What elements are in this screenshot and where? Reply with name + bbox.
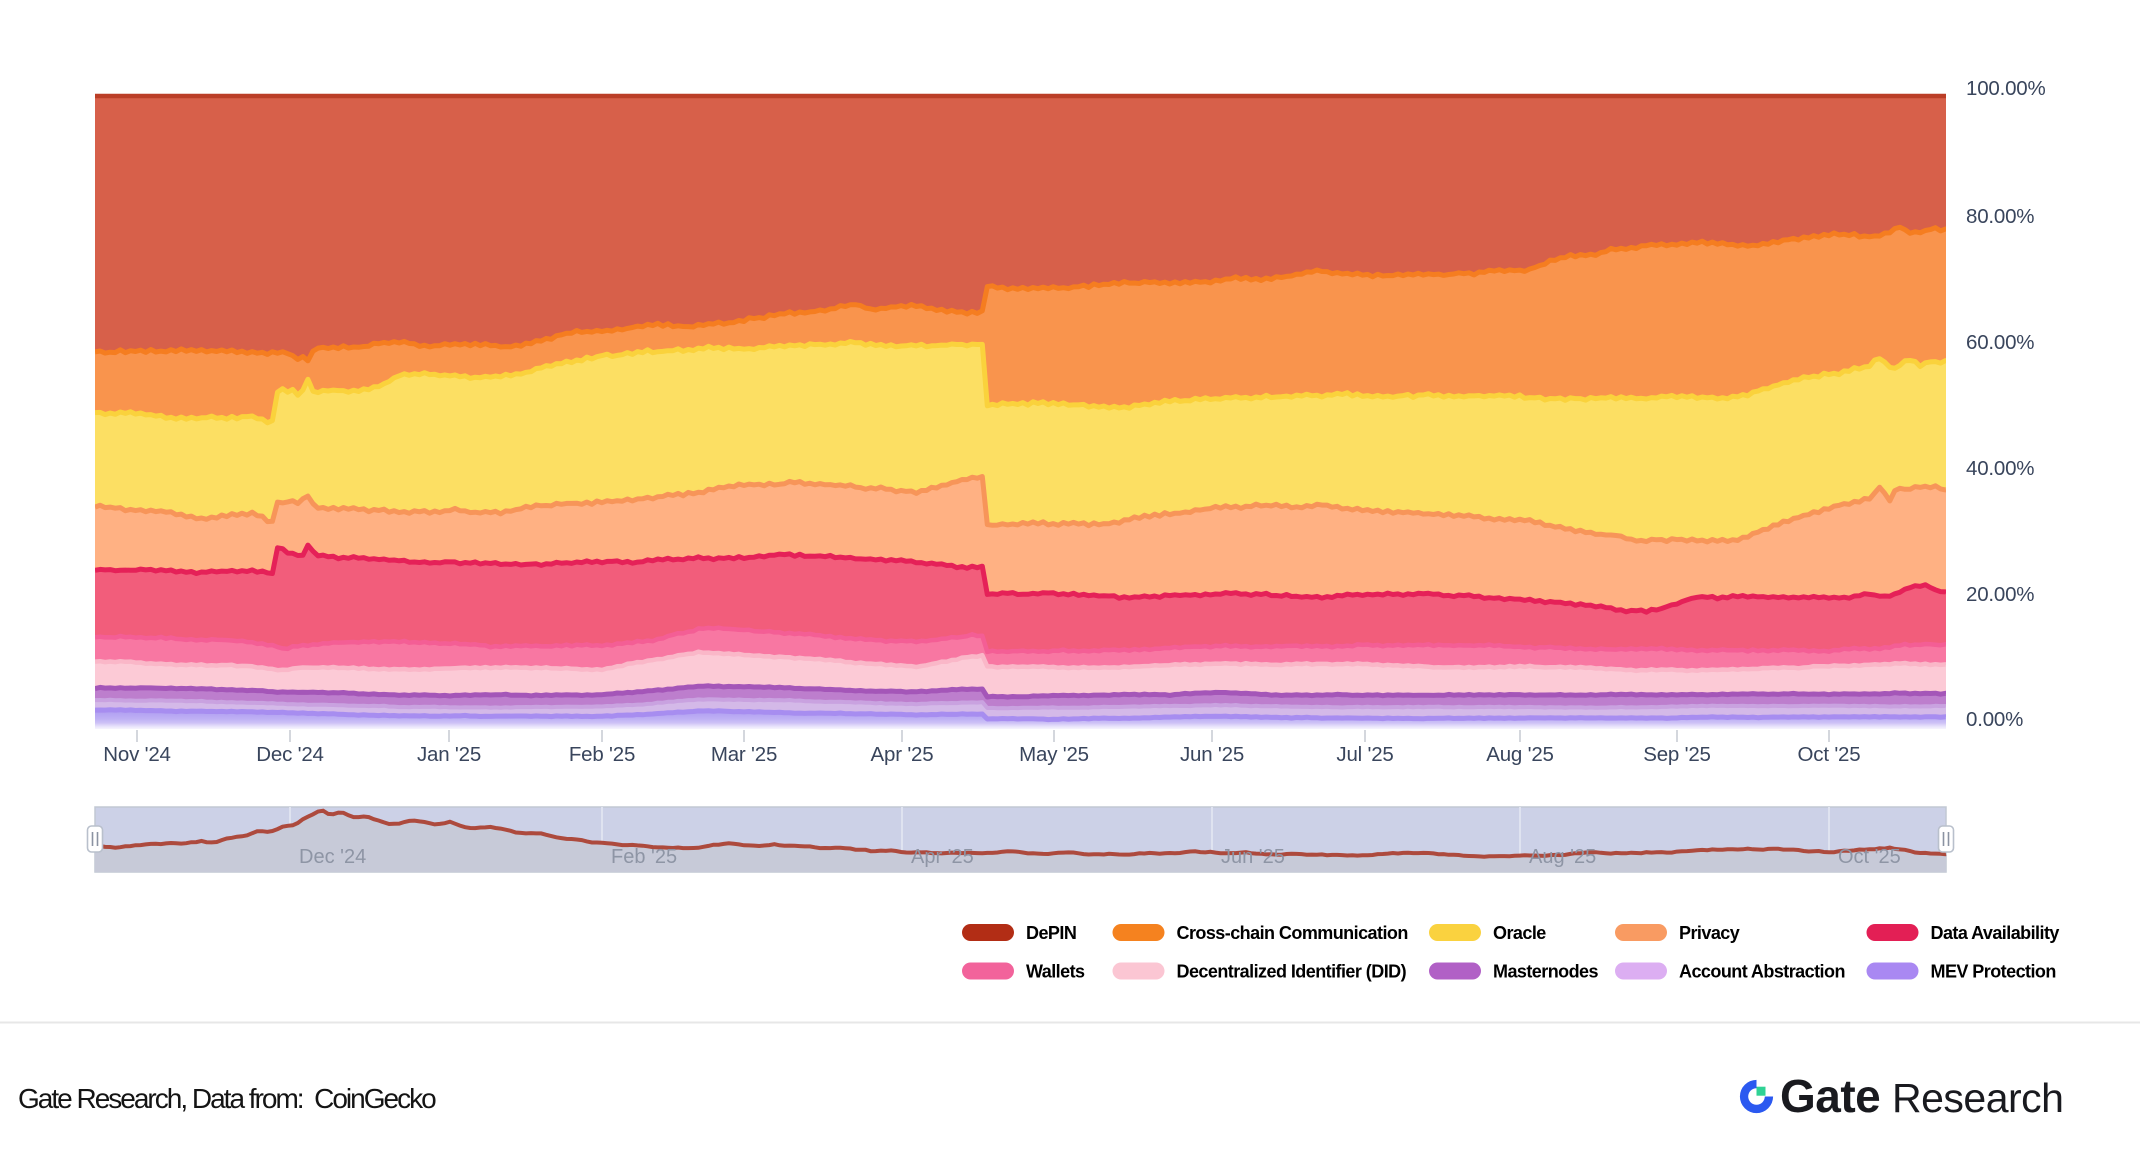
svg-text:Masternodes: Masternodes — [1493, 961, 1599, 981]
svg-text:60.00%: 60.00% — [1966, 331, 2034, 354]
svg-text:Feb '25: Feb '25 — [611, 846, 677, 868]
svg-text:Decentralized Identifier (DID): Decentralized Identifier (DID) — [1177, 961, 1407, 981]
svg-text:Apr '25: Apr '25 — [911, 846, 974, 868]
svg-text:Mar '25: Mar '25 — [711, 743, 777, 766]
svg-text:Nov '24: Nov '24 — [103, 743, 170, 766]
svg-text:0.00%: 0.00% — [1966, 708, 2023, 731]
svg-text:20.00%: 20.00% — [1966, 583, 2034, 606]
svg-text:Aug '25: Aug '25 — [1486, 743, 1554, 766]
svg-text:Wallets: Wallets — [1026, 961, 1085, 981]
svg-text:Oct '25: Oct '25 — [1838, 846, 1901, 868]
svg-text:Apr '25: Apr '25 — [871, 743, 934, 766]
svg-text:Aug '25: Aug '25 — [1529, 846, 1596, 868]
svg-text:Sep '25: Sep '25 — [1643, 743, 1711, 766]
svg-text:Cross-chain Communication: Cross-chain Communication — [1177, 923, 1408, 943]
svg-text:Feb '25: Feb '25 — [569, 743, 635, 766]
svg-text:Oracle: Oracle — [1493, 923, 1546, 943]
svg-text:80.00%: 80.00% — [1966, 205, 2034, 228]
svg-text:Gate: Gate — [1780, 1070, 1880, 1122]
svg-text:MEV Protection: MEV Protection — [1931, 961, 2056, 981]
svg-text:Dec '24: Dec '24 — [299, 846, 366, 868]
svg-text:Privacy: Privacy — [1679, 923, 1740, 943]
svg-text:Gate Research, Data from: Coi: Gate Research, Data from: CoinGecko — [18, 1083, 436, 1114]
svg-text:Jan '25: Jan '25 — [417, 743, 481, 766]
svg-text:DePIN: DePIN — [1026, 923, 1076, 943]
svg-text:Account Abstraction: Account Abstraction — [1679, 961, 1845, 981]
svg-text:Jul '25: Jul '25 — [1336, 743, 1393, 766]
svg-text:Data Availability: Data Availability — [1931, 923, 2060, 943]
svg-text:100.00%: 100.00% — [1966, 77, 2046, 100]
svg-text:Jun '25: Jun '25 — [1221, 846, 1285, 868]
svg-text:Dec '24: Dec '24 — [256, 743, 323, 766]
svg-text:Oct '25: Oct '25 — [1798, 743, 1861, 766]
svg-text:40.00%: 40.00% — [1966, 457, 2034, 480]
svg-text:Research: Research — [1892, 1075, 2063, 1121]
svg-text:Jun '25: Jun '25 — [1180, 743, 1244, 766]
svg-text:May '25: May '25 — [1019, 743, 1089, 766]
